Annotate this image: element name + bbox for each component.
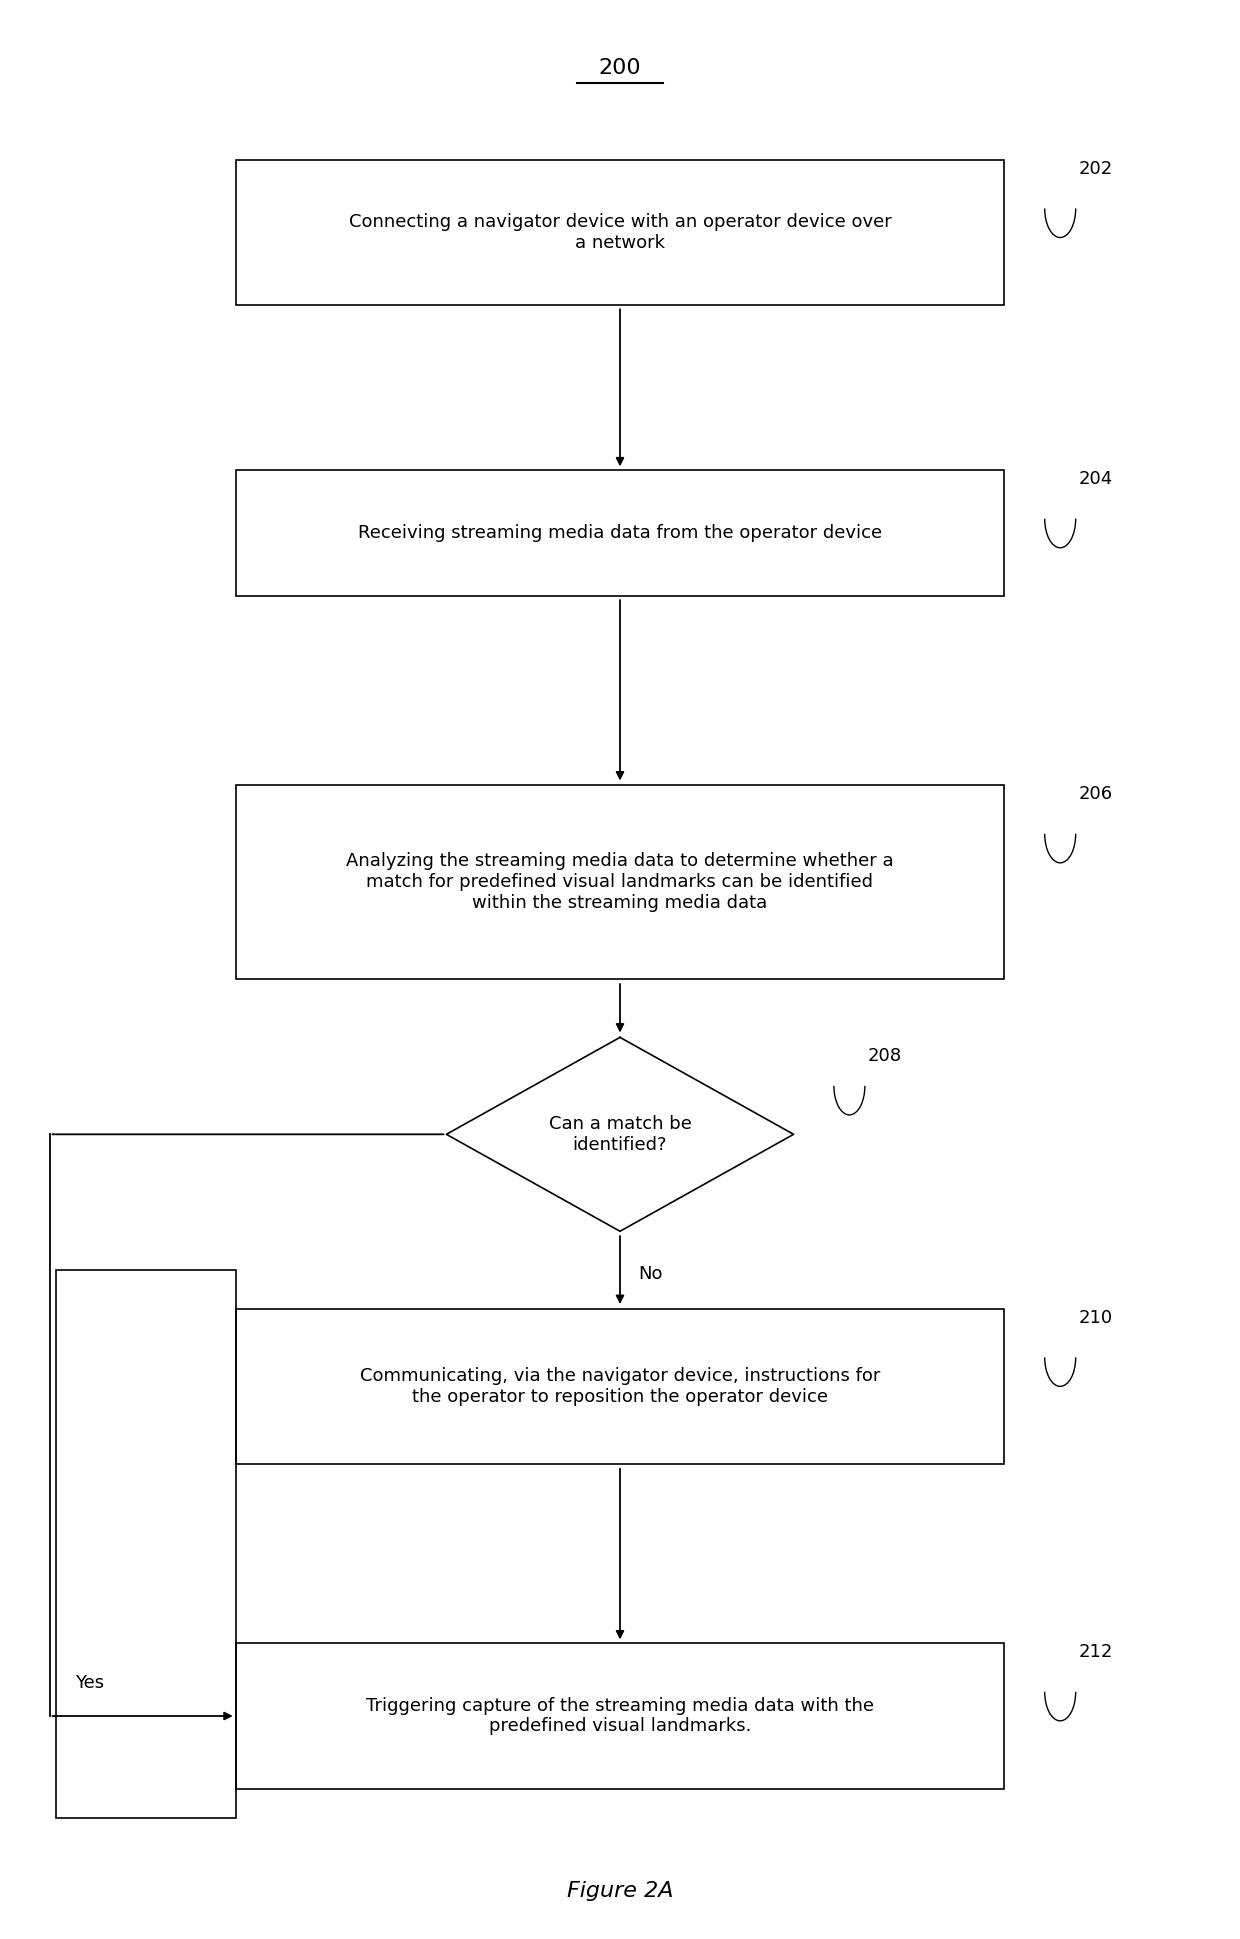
Text: Can a match be
identified?: Can a match be identified? — [548, 1115, 692, 1154]
FancyBboxPatch shape — [236, 159, 1004, 304]
FancyBboxPatch shape — [236, 785, 1004, 979]
FancyBboxPatch shape — [236, 469, 1004, 597]
Text: 208: 208 — [868, 1047, 903, 1065]
Text: Receiving streaming media data from the operator device: Receiving streaming media data from the … — [358, 524, 882, 543]
Text: 206: 206 — [1079, 785, 1114, 803]
Text: 210: 210 — [1079, 1309, 1114, 1326]
Text: No: No — [639, 1264, 663, 1284]
Text: Analyzing the streaming media data to determine whether a
match for predefined v: Analyzing the streaming media data to de… — [346, 853, 894, 911]
Text: Connecting a navigator device with an operator device over
a network: Connecting a navigator device with an op… — [348, 213, 892, 252]
Text: 212: 212 — [1079, 1644, 1114, 1662]
Text: Figure 2A: Figure 2A — [567, 1881, 673, 1900]
Text: 204: 204 — [1079, 469, 1114, 489]
Text: Yes: Yes — [74, 1673, 104, 1693]
Text: Communicating, via the navigator device, instructions for
the operator to reposi: Communicating, via the navigator device,… — [360, 1367, 880, 1406]
Text: 202: 202 — [1079, 159, 1114, 178]
FancyBboxPatch shape — [236, 1309, 1004, 1464]
Text: 200: 200 — [599, 58, 641, 78]
Text: Triggering capture of the streaming media data with the
predefined visual landma: Triggering capture of the streaming medi… — [366, 1697, 874, 1735]
FancyBboxPatch shape — [236, 1642, 1004, 1788]
